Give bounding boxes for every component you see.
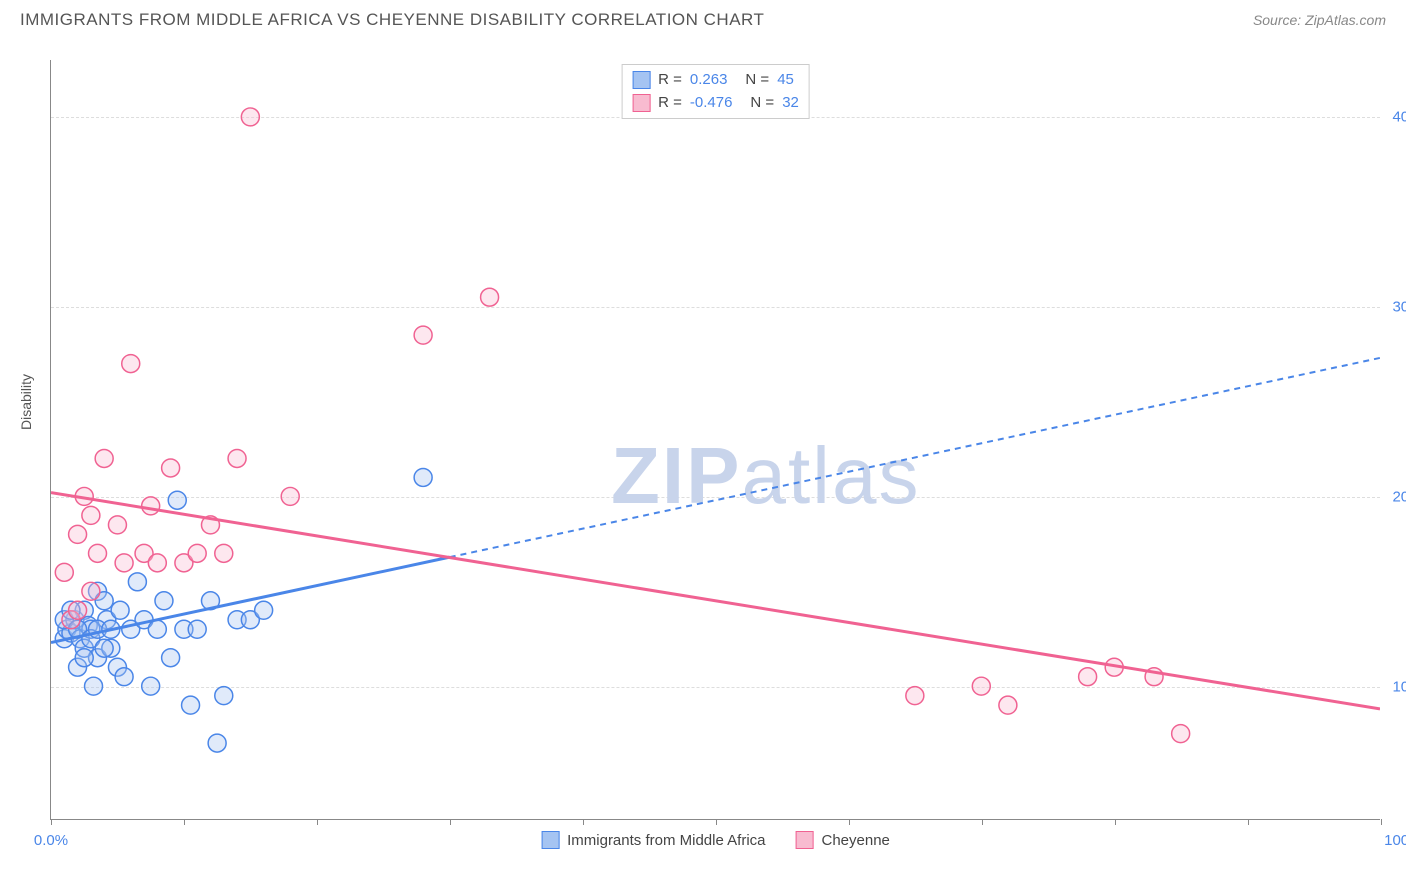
data-point: [1172, 725, 1190, 743]
data-point: [69, 525, 87, 543]
legend-swatch-pink: [796, 831, 814, 849]
x-tick: [1248, 819, 1249, 825]
x-tick: [1115, 819, 1116, 825]
data-point: [95, 449, 113, 467]
data-point: [115, 554, 133, 572]
data-point: [162, 649, 180, 667]
data-point: [69, 601, 87, 619]
data-point: [95, 639, 113, 657]
trend-line-dashed: [450, 358, 1380, 557]
data-point: [148, 554, 166, 572]
data-point: [281, 487, 299, 505]
data-point: [168, 491, 186, 509]
data-point: [414, 468, 432, 486]
data-point: [148, 620, 166, 638]
data-point: [89, 544, 107, 562]
data-point: [241, 108, 259, 126]
data-point: [182, 696, 200, 714]
data-point: [215, 687, 233, 705]
x-tick: [849, 819, 850, 825]
x-tick: [51, 819, 52, 825]
y-tick-label: 10.0%: [1392, 679, 1406, 696]
x-tick: [317, 819, 318, 825]
x-tick: [716, 819, 717, 825]
legend-swatch-pink: [632, 94, 650, 112]
y-tick-label: 30.0%: [1392, 299, 1406, 316]
data-point: [122, 355, 140, 373]
x-tick: [1381, 819, 1382, 825]
x-tick-label: 0.0%: [34, 832, 68, 849]
data-point: [85, 677, 103, 695]
y-tick-label: 20.0%: [1392, 489, 1406, 506]
data-point: [414, 326, 432, 344]
stats-legend: R = 0.263 N = 45 R = -0.476 N = 32: [621, 64, 810, 119]
data-point: [188, 620, 206, 638]
x-tick-label: 100.0%: [1384, 832, 1406, 849]
data-point: [999, 696, 1017, 714]
data-point: [972, 677, 990, 695]
x-tick: [184, 819, 185, 825]
data-point: [215, 544, 233, 562]
legend-swatch-blue: [541, 831, 559, 849]
stats-row-series-a: R = 0.263 N = 45: [632, 69, 799, 92]
data-point: [108, 516, 126, 534]
source-label: Source: ZipAtlas.com: [1253, 12, 1386, 28]
data-point: [155, 592, 173, 610]
stats-row-series-b: R = -0.476 N = 32: [632, 92, 799, 115]
data-point: [162, 459, 180, 477]
legend-swatch-blue: [632, 71, 650, 89]
data-point: [188, 544, 206, 562]
data-point: [111, 601, 129, 619]
data-point: [906, 687, 924, 705]
x-tick: [982, 819, 983, 825]
data-point: [228, 449, 246, 467]
data-point: [1079, 668, 1097, 686]
data-point: [142, 677, 160, 695]
x-tick: [583, 819, 584, 825]
plot-svg: [51, 60, 1380, 819]
y-tick-label: 40.0%: [1392, 109, 1406, 126]
x-tick: [450, 819, 451, 825]
data-point: [208, 734, 226, 752]
data-point: [55, 563, 73, 581]
data-point: [75, 649, 93, 667]
data-point: [142, 497, 160, 515]
data-point: [128, 573, 146, 591]
data-point: [115, 668, 133, 686]
data-point: [255, 601, 273, 619]
legend-item-series-b: Cheyenne: [796, 831, 890, 849]
data-point: [481, 288, 499, 306]
chart-title: IMMIGRANTS FROM MIDDLE AFRICA VS CHEYENN…: [20, 10, 764, 30]
legend-item-series-a: Immigrants from Middle Africa: [541, 831, 765, 849]
y-axis-label: Disability: [18, 374, 34, 430]
chart-area: ZIPatlas R = 0.263 N = 45 R = -0.476 N =…: [50, 60, 1380, 820]
header: IMMIGRANTS FROM MIDDLE AFRICA VS CHEYENN…: [0, 0, 1406, 30]
data-point: [82, 582, 100, 600]
data-point: [82, 506, 100, 524]
series-legend: Immigrants from Middle Africa Cheyenne: [541, 831, 890, 849]
